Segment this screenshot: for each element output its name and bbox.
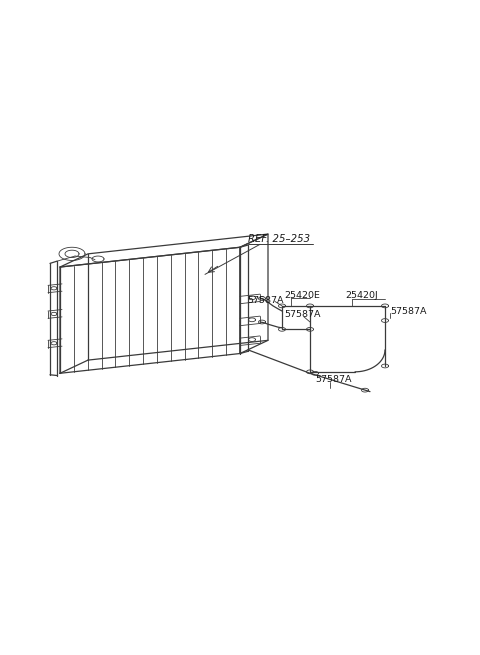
Text: 25420J: 25420J bbox=[345, 291, 378, 300]
Text: REF. 25–253: REF. 25–253 bbox=[248, 234, 310, 244]
Text: 57587A: 57587A bbox=[284, 310, 321, 319]
Text: 57587A: 57587A bbox=[390, 307, 427, 316]
Text: 57587A: 57587A bbox=[315, 375, 351, 384]
Text: 57587A: 57587A bbox=[247, 295, 284, 305]
Text: 25420E: 25420E bbox=[284, 291, 320, 300]
